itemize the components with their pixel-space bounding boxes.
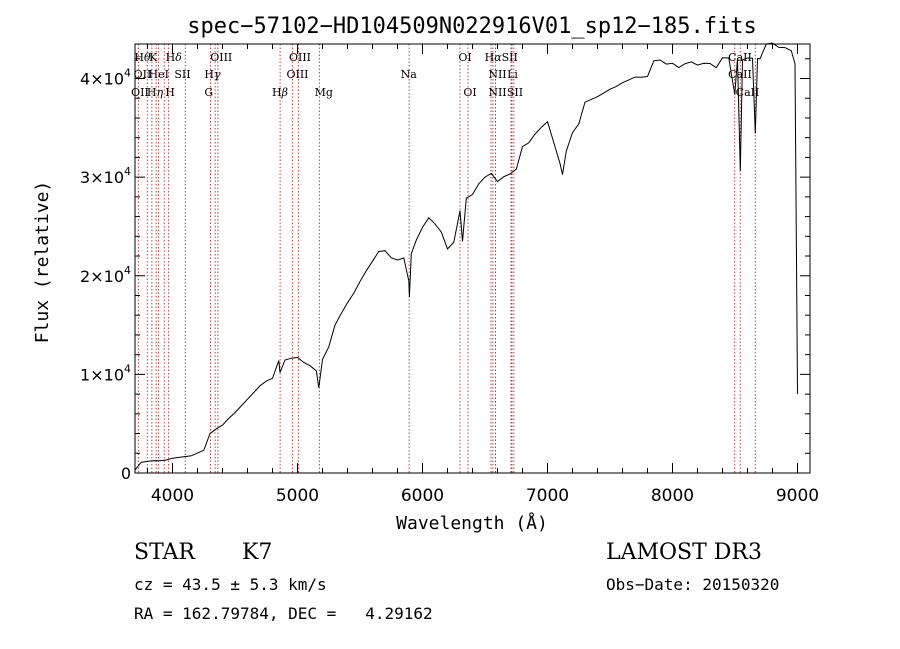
line-label-OI_b: OI (463, 86, 476, 99)
observation-date: Obs−Date: 20150320 (606, 575, 780, 594)
line-label-OIII_c: OIII (286, 68, 308, 81)
line-label-Hgamma-part-1: γ (214, 68, 221, 81)
line-label-NII_a: NII (488, 68, 506, 81)
line-label-G: G (204, 86, 213, 99)
line-label-Hbeta-part-1: β (281, 86, 288, 99)
line-label-SII_b: SII (507, 86, 523, 99)
line-label-K: K (149, 51, 158, 64)
y-axis-label: Flux (relative) (32, 181, 53, 344)
x-tick-label-6000: 6000 (401, 486, 444, 506)
x-axis-ticks: 4000 5000 6000 7000 8000 9000 (147, 44, 819, 506)
line-label-OII_c: OII (131, 86, 149, 99)
y-tick-exp-20000: 4 (124, 264, 131, 277)
line-label-Mg-part-0: Mg (315, 86, 333, 99)
line-label-G-part-0: G (204, 86, 213, 99)
y-tick-base-40000: 4×10 (80, 70, 124, 89)
line-label-Halpha-part-1: α (494, 51, 502, 64)
line-label-Hdelta2-part-0: H (166, 51, 176, 64)
line-label-H: H (165, 86, 175, 99)
line-label-OII_b: OII (134, 68, 152, 81)
y-tick-label-30000: 3×104 (80, 165, 131, 187)
line-label-OIII_b: OIII (289, 51, 311, 64)
line-label-Heta-part-1: η (157, 86, 164, 99)
y-tick-base-10000: 1×10 (80, 365, 124, 384)
x-tick-label-8000: 8000 (651, 486, 694, 506)
line-label-Hgamma: Hγ (204, 68, 221, 81)
line-label-OIII_c-part-0: OIII (286, 68, 308, 81)
line-label-Na: Na (401, 68, 418, 81)
y-tick-label-40000: 4×104 (80, 67, 131, 89)
line-label-CaII_b-part-0: CaII (728, 68, 752, 81)
line-label-NII_b: NII (488, 86, 506, 99)
line-label-Hgamma-part-0: H (204, 68, 214, 81)
line-label-CaII_c-part-0: CaII (736, 86, 760, 99)
y-tick-exp-10000: 4 (124, 362, 131, 375)
line-label-HeI: HeI (149, 68, 169, 81)
line-label-OIII_b-part-0: OIII (289, 51, 311, 64)
coordinates: RA = 162.79784, DEC = 4.29162 (134, 604, 433, 623)
line-label-Hdelta2: Hδ (166, 51, 183, 64)
line-label-Mg: Mg (315, 86, 333, 99)
object-subclass: K7 (242, 540, 273, 565)
line-label-OII_c-part-0: OII (131, 86, 149, 99)
line-label-H-part-0: H (165, 86, 175, 99)
line-label-CaII_a-part-0: CaII (728, 51, 752, 64)
line-label-SII_b-part-0: SII (507, 86, 523, 99)
line-label-Heta-part-0: H (147, 86, 157, 99)
x-axis-label: Wavelength (Å) (396, 512, 548, 534)
y-tick-base-0: 0 (121, 464, 131, 483)
line-label-OI_a: OI (458, 51, 471, 64)
line-label-OI_b-part-0: OI (463, 86, 476, 99)
line-label-OII_b-part-0: OII (134, 68, 152, 81)
line-label-Hdelta: Hθ (134, 51, 151, 64)
redshift-cz: cz = 43.5 ± 5.3 km/s (134, 575, 327, 594)
line-label-HeI-part-0: HeI (149, 68, 169, 81)
line-label-Hdelta-part-0: H (134, 51, 144, 64)
line-label-Hdelta-part-1: θ (144, 51, 151, 64)
y-tick-exp-30000: 4 (124, 165, 131, 178)
line-label-Hbeta: Hβ (272, 86, 288, 99)
line-label-Li: Li (507, 68, 518, 81)
line-label-OI_a-part-0: OI (458, 51, 471, 64)
line-label-Heta: Hη (147, 86, 164, 99)
x-tick-label-9000: 9000 (776, 486, 819, 506)
line-label-Hdelta2-part-1: δ (175, 51, 182, 64)
spectrum-series-line (134, 42, 798, 471)
line-label-NII_b-part-0: NII (488, 86, 506, 99)
plot-frame (134, 43, 811, 474)
line-label-CaII_a: CaII (728, 51, 752, 64)
object-type: STAR (134, 540, 195, 565)
line-label-OIII_a-part-0: OIII (210, 51, 232, 64)
line-label-Na-part-0: Na (401, 68, 418, 81)
line-label-NII_a-part-0: NII (488, 68, 506, 81)
survey-name: LAMOST DR3 (606, 540, 762, 565)
x-tick-label-4000: 4000 (151, 486, 194, 506)
line-label-Hbeta-part-0: H (272, 86, 282, 99)
line-label-Halpha-part-0: H (485, 51, 495, 64)
line-label-OIII_a: OIII (210, 51, 232, 64)
x-tick-label-5000: 5000 (276, 486, 319, 506)
line-label-CaII_b: CaII (728, 68, 752, 81)
y-tick-label-10000: 1×104 (80, 362, 131, 384)
x-tick-label-7000: 7000 (526, 486, 569, 506)
y-tick-exp-40000: 4 (124, 67, 131, 80)
chart-title: spec−57102−HD104509N022916V01_sp12−185.f… (187, 14, 757, 39)
line-label-K-part-0: K (149, 51, 158, 64)
line-label-Halpha-part-2: SII (502, 51, 518, 64)
line-label-SII_a: SII (174, 68, 190, 81)
line-label-SII_a-part-0: SII (174, 68, 190, 81)
y-tick-label-0: 0 (121, 464, 131, 483)
line-label-Halpha: HαSII (485, 51, 518, 64)
line-label-CaII_c: CaII (736, 86, 760, 99)
line-label-Li-part-0: Li (507, 68, 518, 81)
y-tick-base-20000: 2×10 (80, 267, 124, 286)
y-tick-label-20000: 2×104 (80, 264, 131, 286)
y-tick-base-30000: 3×10 (80, 168, 124, 187)
emission-line-markers (137, 44, 756, 473)
